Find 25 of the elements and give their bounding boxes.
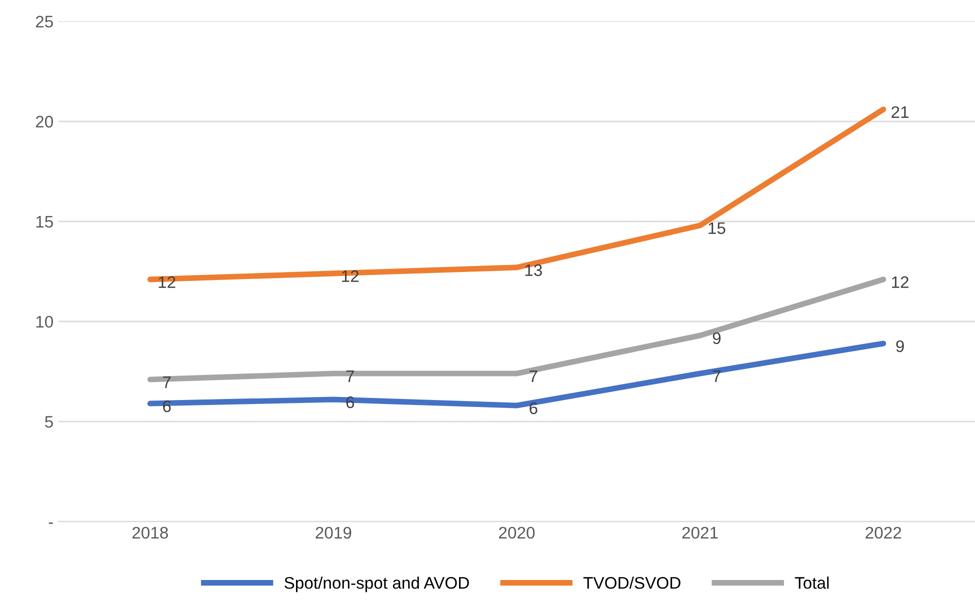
x-tick-label: 2018 xyxy=(132,526,168,539)
data-label: 7 xyxy=(163,376,171,388)
x-tick-label: 2022 xyxy=(866,526,902,539)
y-tick-label: 20 xyxy=(36,116,53,128)
legend-label: Spot/non-spot and AVOD xyxy=(284,576,469,592)
x-tick-label: 2021 xyxy=(682,526,718,539)
legend-label: Total xyxy=(794,576,829,589)
y-tick-label: 5 xyxy=(45,416,53,428)
x-tick-label: 2020 xyxy=(499,526,535,539)
data-label: 9 xyxy=(896,340,904,352)
data-label: 15 xyxy=(708,222,726,234)
y-tick-label: 25 xyxy=(36,16,53,28)
data-label: 12 xyxy=(892,276,908,288)
data-label: 7 xyxy=(530,370,538,382)
y-tick-label: 15 xyxy=(36,216,53,228)
data-label: 13 xyxy=(525,264,542,276)
data-label: 7 xyxy=(712,370,721,382)
data-label: 21 xyxy=(892,106,908,118)
data-label: 6 xyxy=(530,402,538,414)
y-tick-label: - xyxy=(48,522,53,524)
legend-label: TVOD/SVOD xyxy=(583,576,680,589)
y-tick-label: 10 xyxy=(36,316,53,328)
x-tick-label: 2019 xyxy=(316,526,352,539)
data-label: 9 xyxy=(712,332,721,344)
data-label: 7 xyxy=(346,370,354,382)
